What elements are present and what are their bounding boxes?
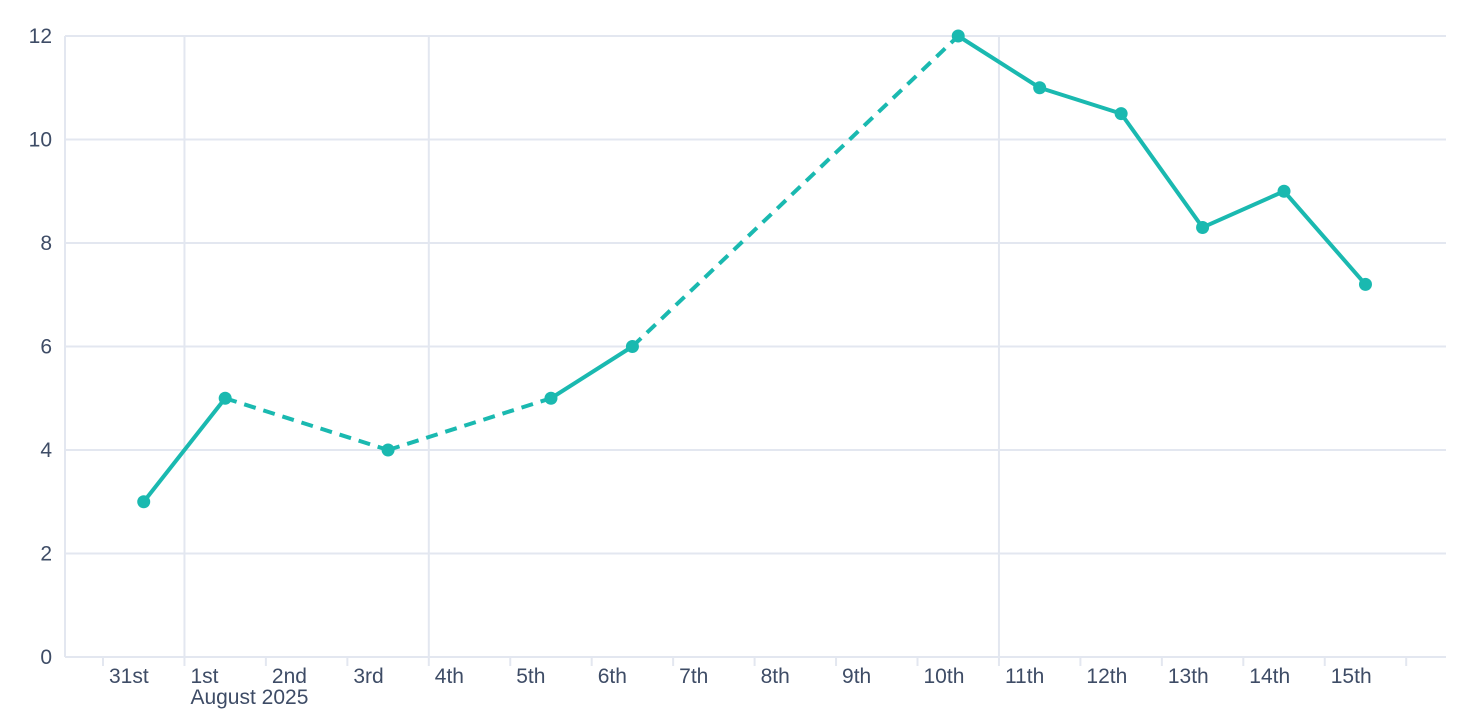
x-axis-label: 1st [190, 665, 218, 688]
series-segment-solid [1037, 85, 1124, 116]
x-axis-label: 15th [1331, 665, 1372, 688]
series-segment-solid [141, 396, 228, 504]
y-axis-label: 2 [40, 543, 52, 566]
x-axis-label: 14th [1249, 665, 1290, 688]
x-axis-label: 4th [435, 665, 464, 688]
data-point-marker[interactable] [218, 391, 232, 405]
x-axis-label: 6th [598, 665, 627, 688]
data-point-marker[interactable] [381, 443, 395, 457]
series-segment-solid [1282, 189, 1368, 287]
x-axis-label: 9th [842, 665, 871, 688]
y-axis-label: 10 [29, 129, 52, 152]
y-axis-label: 4 [40, 439, 52, 462]
x-axis-label: 8th [761, 665, 790, 688]
y-axis-label: 6 [40, 336, 52, 359]
series-segment-solid [1200, 189, 1287, 230]
data-point-marker[interactable] [1358, 277, 1372, 291]
y-axis-label: 0 [40, 646, 52, 669]
data-point-marker[interactable] [137, 495, 151, 509]
data-point-marker[interactable] [951, 29, 965, 43]
x-axis-label: 10th [924, 665, 965, 688]
x-axis-label: 12th [1086, 665, 1127, 688]
data-point-marker[interactable] [544, 391, 558, 405]
y-axis-label: 12 [29, 25, 52, 48]
series-segment-dashed [631, 34, 960, 348]
x-axis-month-label: August 2025 [190, 686, 308, 709]
x-axis-label: 11th [1005, 665, 1044, 688]
series-segment-solid [548, 344, 635, 401]
data-point-marker[interactable] [625, 340, 639, 353]
data-point-marker[interactable] [1114, 107, 1128, 121]
series-segment-dashed [224, 396, 389, 452]
series-segment-solid [1119, 111, 1205, 230]
x-axis-label: 7th [679, 665, 708, 688]
x-axis-label: 3rd [353, 665, 383, 688]
y-axis-label: 8 [40, 232, 52, 255]
x-axis-label: 5th [516, 665, 545, 688]
data-point-marker[interactable] [1033, 81, 1047, 95]
series-segment-solid [956, 34, 1042, 90]
data-point-marker[interactable] [1277, 184, 1291, 198]
x-axis-label: 13th [1168, 665, 1209, 688]
data-point-marker[interactable] [1196, 220, 1210, 234]
x-axis-label: 31st [109, 665, 149, 688]
series-segment-dashed [387, 396, 552, 452]
x-axis-label: 2nd [272, 665, 307, 688]
